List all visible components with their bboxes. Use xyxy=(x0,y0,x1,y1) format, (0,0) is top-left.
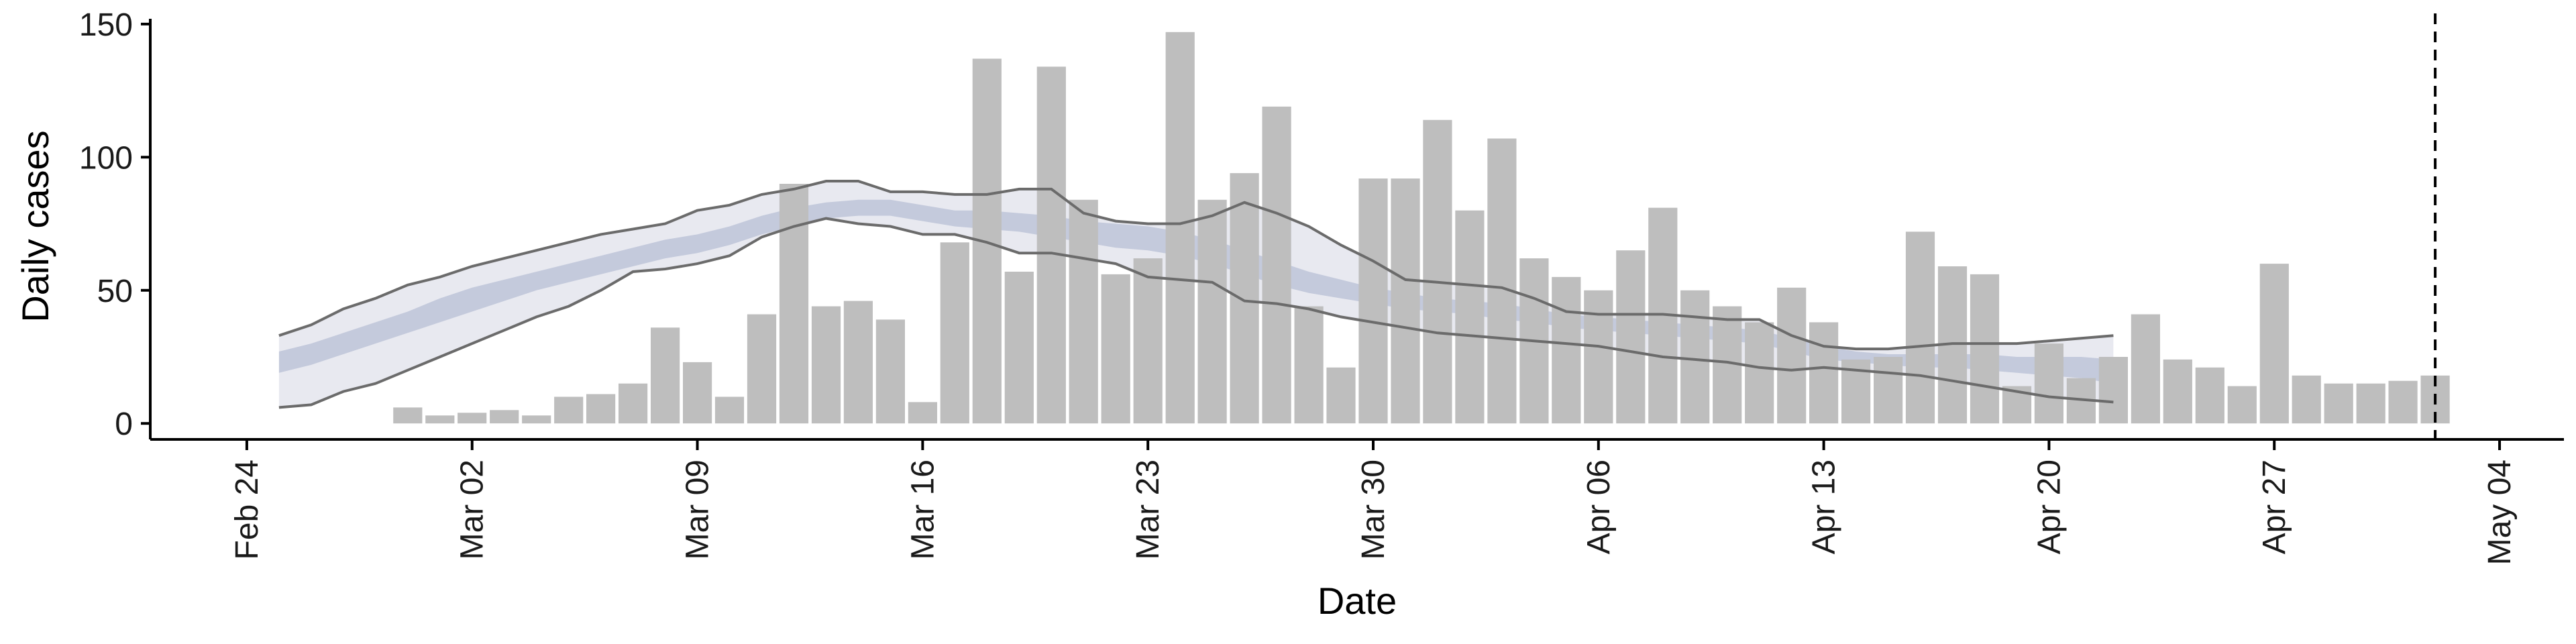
bar xyxy=(2259,264,2289,424)
bar xyxy=(811,306,841,424)
bar xyxy=(2163,359,2192,424)
bar xyxy=(2324,383,2353,424)
bar xyxy=(554,396,584,424)
bar xyxy=(1777,287,1807,424)
bar xyxy=(1197,199,1227,424)
bar xyxy=(1584,290,1613,424)
x-tick-label: Mar 16 xyxy=(905,460,941,559)
bar xyxy=(683,362,712,424)
bar xyxy=(843,301,873,424)
bar xyxy=(1101,274,1130,424)
y-tick-label: 0 xyxy=(115,407,133,442)
bar xyxy=(1326,367,1356,424)
x-tick-label: Mar 23 xyxy=(1130,460,1166,559)
bar xyxy=(1069,199,1098,424)
y-tick-label: 50 xyxy=(97,274,133,309)
bar xyxy=(1970,274,2000,424)
bar xyxy=(1165,32,1195,424)
bar xyxy=(619,383,648,424)
bar xyxy=(1133,258,1163,424)
bar xyxy=(1004,272,1034,424)
x-tick-label: Mar 09 xyxy=(680,460,716,559)
estimate-band-layer xyxy=(278,181,2114,408)
bar xyxy=(490,410,519,424)
band-upper-line xyxy=(278,180,2114,351)
bar xyxy=(779,184,809,424)
x-tick-label: Feb 24 xyxy=(229,460,265,559)
bar xyxy=(1905,231,1935,424)
y-tick-label: 150 xyxy=(79,7,133,43)
bar xyxy=(875,319,905,424)
bar xyxy=(747,314,777,424)
bar xyxy=(908,402,937,424)
y-axis-title: Daily cases xyxy=(14,130,56,322)
bar xyxy=(393,407,423,424)
bar xyxy=(1745,322,1774,424)
x-tick-label: Apr 13 xyxy=(1807,460,1842,554)
x-tick-label: Apr 27 xyxy=(2257,460,2292,554)
bar xyxy=(651,327,680,424)
bar xyxy=(522,415,551,424)
bar xyxy=(458,413,487,424)
bar xyxy=(940,242,969,424)
bar xyxy=(1455,210,1485,424)
x-tick-label: Mar 02 xyxy=(455,460,490,559)
bar xyxy=(2131,314,2160,424)
y-axis-ticks: 0 50 100 150 xyxy=(79,7,150,442)
bar xyxy=(2098,357,2128,424)
bar xyxy=(1487,138,1517,424)
estimate-band-outer xyxy=(278,181,2114,408)
bar xyxy=(1358,178,1388,424)
bar xyxy=(2356,383,2385,424)
band-lines-layer xyxy=(278,180,2114,409)
bar xyxy=(1809,322,1839,424)
bar xyxy=(1680,290,1710,424)
bar xyxy=(1874,357,1903,424)
bar xyxy=(2195,367,2224,424)
x-tick-label: Apr 06 xyxy=(1581,460,1617,554)
y-tick-label: 100 xyxy=(79,140,133,176)
x-axis-title: Date xyxy=(1318,580,1397,622)
x-tick-label: May 04 xyxy=(2482,460,2518,565)
bar xyxy=(2292,375,2321,424)
bar xyxy=(2388,380,2418,424)
band-lower-line xyxy=(278,217,2114,409)
bar xyxy=(1036,66,1066,424)
bar xyxy=(1616,250,1646,424)
bar xyxy=(1294,306,1324,424)
bar xyxy=(586,394,616,424)
bar xyxy=(1423,119,1452,424)
bar xyxy=(714,396,745,424)
axes: 0 50 100 150 Feb 24 Mar 02 Mar 09 Mar 16 Mar 23… xyxy=(79,7,2564,565)
bar xyxy=(1230,173,1259,424)
bar xyxy=(425,415,455,424)
bar xyxy=(1552,276,1581,424)
x-axis-ticks: Feb 24 Mar 02 Mar 09 Mar 16 Mar 23 Mar 30 Apr … xyxy=(229,439,2518,565)
bar xyxy=(1391,178,1420,424)
x-tick-label: Mar 30 xyxy=(1356,460,1391,559)
x-tick-label: Apr 20 xyxy=(2031,460,2067,554)
bar xyxy=(2227,386,2257,424)
bar xyxy=(2034,343,2063,424)
bar xyxy=(1262,106,1291,424)
